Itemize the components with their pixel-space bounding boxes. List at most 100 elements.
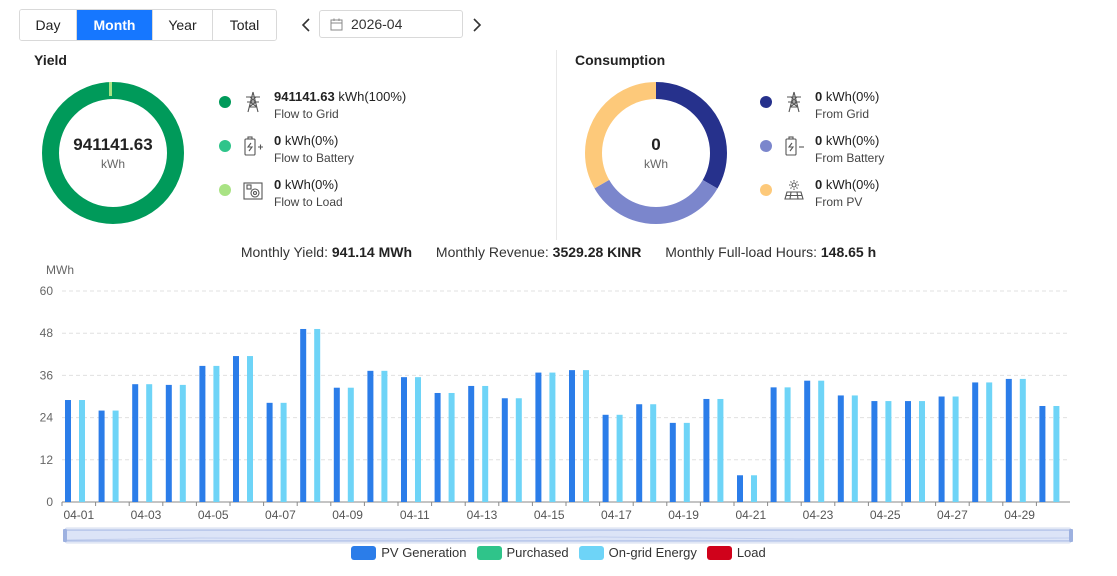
zoom-slider-handle-right[interactable] xyxy=(1069,529,1073,542)
tab-day[interactable]: Day xyxy=(20,10,77,40)
bar-on-grid-energy[interactable] xyxy=(683,422,690,502)
consumption-battery-suffix: kWh(0%) xyxy=(822,133,880,148)
bar-pv-generation[interactable] xyxy=(669,422,676,502)
bar-pv-generation[interactable] xyxy=(1005,378,1012,502)
bar-pv-generation[interactable] xyxy=(972,382,979,502)
bar-on-grid-energy[interactable] xyxy=(1019,378,1026,502)
bar-pv-generation[interactable] xyxy=(333,387,340,502)
legend-purchased[interactable]: Purchased xyxy=(476,545,569,560)
monthly-yield-label: Monthly Yield: xyxy=(240,244,328,260)
bar-on-grid-energy[interactable] xyxy=(415,377,421,502)
bar-pv-generation[interactable] xyxy=(703,398,710,502)
bar-pv-generation[interactable] xyxy=(165,384,172,502)
bar-on-grid-energy[interactable] xyxy=(179,384,186,502)
bar-pv-generation[interactable] xyxy=(871,401,878,502)
chevron-right-icon[interactable] xyxy=(467,9,487,41)
bar-on-grid-energy[interactable] xyxy=(650,404,657,502)
bar-on-grid-energy[interactable] xyxy=(381,370,388,502)
bar-pv-generation[interactable] xyxy=(132,384,139,502)
bar-on-grid-energy[interactable] xyxy=(448,392,455,502)
yield-load-suffix: kWh(0%) xyxy=(281,177,339,192)
yield-donut: 941141.63 kWh xyxy=(40,80,186,226)
bar-on-grid-energy[interactable] xyxy=(583,370,589,502)
consumption-grid-value: 0 xyxy=(815,89,823,104)
zoom-slider-handle-left[interactable] xyxy=(63,529,67,542)
bar-pv-generation[interactable] xyxy=(401,377,407,502)
zoom-slider-window[interactable] xyxy=(64,529,1072,542)
legend-dot xyxy=(760,96,772,108)
bar-pv-generation[interactable] xyxy=(535,372,542,502)
bar-on-grid-energy[interactable] xyxy=(986,382,993,502)
bar-pv-generation[interactable] xyxy=(266,402,273,502)
bar-on-grid-energy[interactable] xyxy=(549,372,556,502)
legend-on-grid-energy[interactable]: On-grid Energy xyxy=(578,545,697,560)
bar-pv-generation[interactable] xyxy=(636,404,643,502)
bar-pv-generation[interactable] xyxy=(804,380,811,502)
tab-year[interactable]: Year xyxy=(153,10,213,40)
bar-pv-generation[interactable] xyxy=(434,392,441,502)
bar-pv-generation[interactable] xyxy=(65,400,71,502)
consumption-slice-pv xyxy=(585,82,727,224)
x-tick-label: 04-03 xyxy=(131,508,162,522)
bar-on-grid-energy[interactable] xyxy=(314,328,321,502)
bar-on-grid-energy[interactable] xyxy=(885,401,892,502)
bar-on-grid-energy[interactable] xyxy=(79,400,85,502)
y-tick-label: 24 xyxy=(40,411,54,425)
consumption-battery-value: 0 xyxy=(815,133,823,148)
legend-label: On-grid Energy xyxy=(608,545,697,560)
legend-pv-generation[interactable]: PV Generation xyxy=(351,545,467,560)
bar-on-grid-energy[interactable] xyxy=(247,356,253,502)
bar-on-grid-energy[interactable] xyxy=(347,387,354,502)
tab-total[interactable]: Total xyxy=(213,10,276,40)
y-tick-label: 36 xyxy=(40,368,54,382)
bar-pv-generation[interactable] xyxy=(1039,405,1046,502)
bar-on-grid-energy[interactable] xyxy=(482,385,489,502)
x-tick-label: 04-15 xyxy=(534,508,565,522)
bar-on-grid-energy[interactable] xyxy=(717,398,724,502)
legend-dot xyxy=(219,96,231,108)
bar-pv-generation[interactable] xyxy=(602,414,609,502)
month-picker[interactable]: 2026-04 xyxy=(319,10,463,38)
bar-on-grid-energy[interactable] xyxy=(146,384,153,502)
yield-grid-label: Flow to Grid xyxy=(274,107,339,121)
bar-pv-generation[interactable] xyxy=(737,475,743,502)
bar-on-grid-energy[interactable] xyxy=(818,380,825,502)
bar-pv-generation[interactable] xyxy=(367,370,374,502)
battery-charge-icon xyxy=(242,135,264,157)
bar-pv-generation[interactable] xyxy=(501,398,508,502)
consumption-battery-label: From Battery xyxy=(815,151,885,165)
bar-on-grid-energy[interactable] xyxy=(515,398,522,502)
consumption-slice-battery xyxy=(585,82,727,224)
y-axis-unit: MWh xyxy=(46,263,74,277)
bar-pv-generation[interactable] xyxy=(300,328,307,502)
battery-discharge-icon xyxy=(783,135,805,157)
consumption-title: Consumption xyxy=(575,52,666,68)
chevron-left-icon[interactable] xyxy=(296,9,316,41)
yield-legend-load: 0 kWh(0%) Flow to Load xyxy=(219,176,343,210)
bar-pv-generation[interactable] xyxy=(938,396,945,503)
legend-load[interactable]: Load xyxy=(706,545,766,560)
bar-on-grid-energy[interactable] xyxy=(751,475,757,502)
yield-grid-suffix: kWh(100%) xyxy=(334,89,407,104)
bar-pv-generation[interactable] xyxy=(98,410,105,502)
bar-on-grid-energy[interactable] xyxy=(784,387,791,502)
bar-on-grid-energy[interactable] xyxy=(1053,405,1060,502)
bar-on-grid-energy[interactable] xyxy=(213,365,220,502)
monthly-energy-chart: MWh 0 12 24 36 48 60 04-01 04-03 04-05 04-07 04-09 0… xyxy=(40,263,1073,544)
bar-pv-generation[interactable] xyxy=(569,370,575,502)
bar-on-grid-energy[interactable] xyxy=(952,396,959,503)
x-tick-label: 04-19 xyxy=(668,508,699,522)
bar-on-grid-energy[interactable] xyxy=(616,414,623,502)
bar-on-grid-energy[interactable] xyxy=(851,395,858,502)
bar-pv-generation[interactable] xyxy=(199,365,206,502)
bar-pv-generation[interactable] xyxy=(905,401,911,502)
bar-on-grid-energy[interactable] xyxy=(919,401,925,502)
bar-on-grid-energy[interactable] xyxy=(280,402,287,502)
bar-pv-generation[interactable] xyxy=(468,385,475,502)
tab-month[interactable]: Month xyxy=(77,10,153,40)
bar-pv-generation[interactable] xyxy=(770,387,777,502)
bar-pv-generation[interactable] xyxy=(837,395,844,502)
legend-label: Load xyxy=(736,545,766,560)
bar-pv-generation[interactable] xyxy=(233,356,239,502)
bar-on-grid-energy[interactable] xyxy=(112,410,119,502)
